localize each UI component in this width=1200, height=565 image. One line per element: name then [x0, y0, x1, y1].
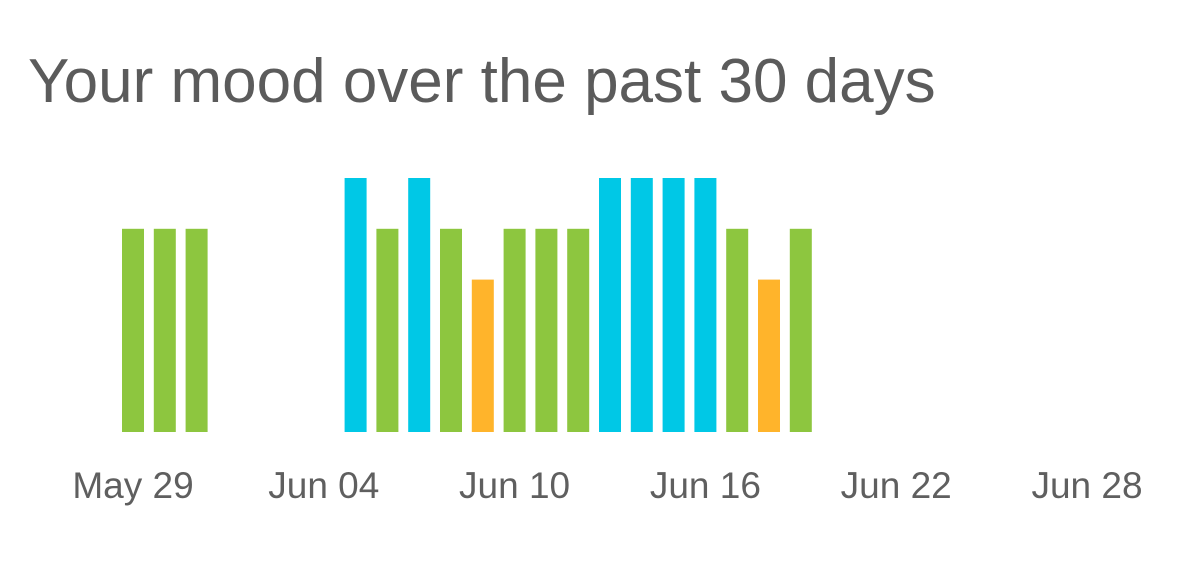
bar-day-20 [758, 280, 780, 432]
x-tick-label: Jun 22 [841, 465, 952, 506]
bar-day-17 [663, 178, 685, 432]
bar-day-9 [408, 178, 430, 432]
bar-day-1 [154, 229, 176, 432]
x-axis-ticks: May 29 Jun 04 Jun 10 Jun 16 Jun 22 Jun 28 [72, 465, 1142, 506]
x-tick-label: Jun 28 [1031, 465, 1142, 506]
bar-day-21 [790, 229, 812, 432]
x-tick-label: Jun 10 [459, 465, 570, 506]
bar-day-14 [567, 229, 589, 432]
bar-day-15 [599, 178, 621, 432]
bar-day-0 [122, 229, 144, 432]
bar-day-16 [631, 178, 653, 432]
bar-day-18 [694, 178, 716, 432]
bar-day-11 [472, 280, 494, 432]
x-tick-label: Jun 04 [268, 465, 379, 506]
bar-day-12 [504, 229, 526, 432]
bar-day-8 [376, 229, 398, 432]
bar-day-13 [535, 229, 557, 432]
x-tick-label: May 29 [72, 465, 193, 506]
bar-day-10 [440, 229, 462, 432]
bar-day-7 [345, 178, 367, 432]
bars-group [122, 178, 812, 432]
x-tick-label: Jun 16 [650, 465, 761, 506]
bar-day-2 [186, 229, 208, 432]
bar-day-19 [726, 229, 748, 432]
